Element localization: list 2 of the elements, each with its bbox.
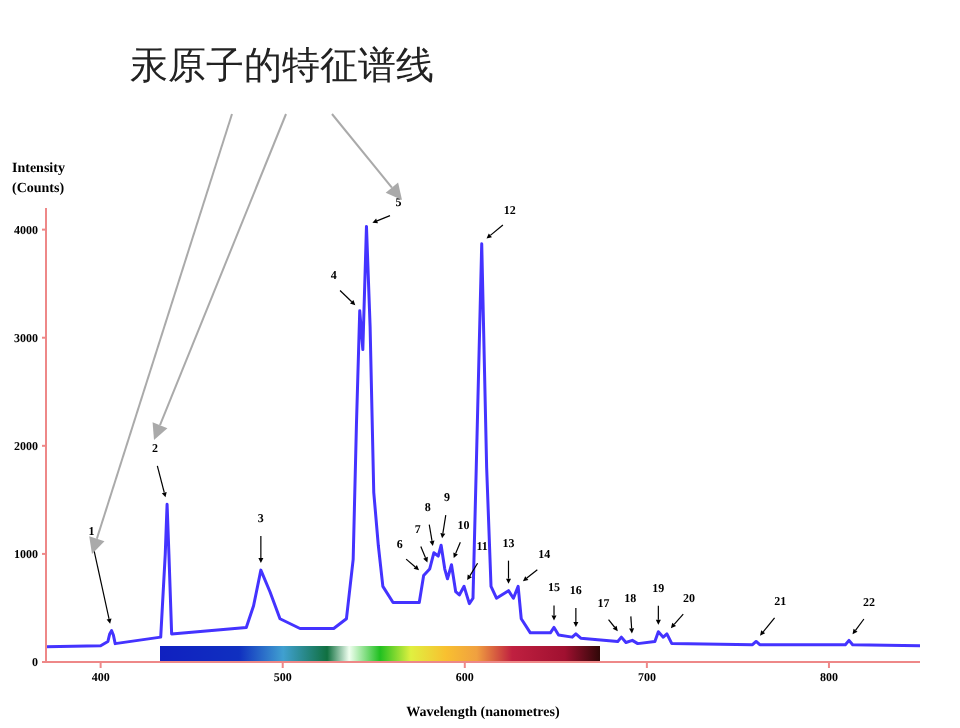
chart-title: 汞原子的特征谱线 [130,42,434,92]
line-series [46,224,920,649]
